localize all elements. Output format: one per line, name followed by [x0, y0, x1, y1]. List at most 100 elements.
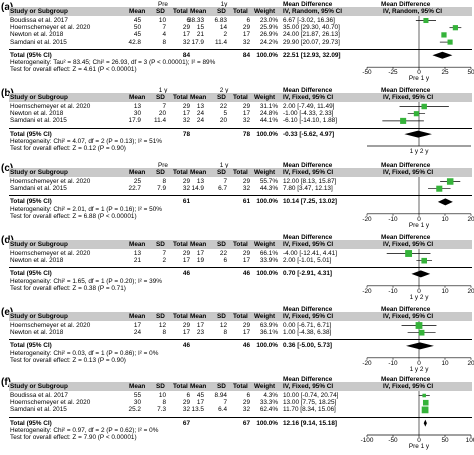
n2-cell: 32	[242, 406, 250, 414]
sd1-cell: 2	[162, 257, 166, 265]
ci-cell: 12.00 [8.13, 15.87]	[283, 178, 337, 185]
method-plot-header: IV, Fixed, 95% CI	[383, 169, 434, 176]
sd1-cell: 20	[158, 110, 166, 118]
sd1-cell: 10	[158, 17, 166, 24]
mean1-cell: 13	[133, 103, 141, 110]
total-n1: 84	[182, 51, 190, 59]
weight-cell: 24.8%	[259, 110, 278, 118]
x-tick-label: -10	[388, 215, 398, 223]
mean2-cell: 19	[196, 257, 204, 265]
ci-cell: 0.00 [-6.71, 6.71]	[283, 322, 332, 329]
heterogeneity-text: Heterogeneity: Chi² = 0.03, df = 1 (P = …	[10, 349, 159, 357]
sd2-header: SD	[217, 241, 226, 248]
mean1-cell: 25.2	[128, 406, 141, 414]
total-ci: 22.51 [12.93, 32.09]	[283, 51, 341, 59]
study-name: Hoernschemeyer et al. 2020	[10, 399, 91, 407]
sd2-cell: 14	[219, 24, 227, 32]
n2-cell: 29	[242, 250, 250, 257]
mean1-cell: 30	[133, 399, 141, 407]
sd2-header: SD	[217, 313, 226, 320]
n1-cell: 29	[182, 103, 190, 110]
weight-cell: 36.1%	[259, 329, 278, 337]
total-label: Total (95% CI)	[10, 198, 52, 206]
x-tick-label: 0	[417, 215, 421, 223]
sd1-header: SD	[156, 241, 165, 248]
pooled-effect-diamond	[432, 51, 453, 59]
mean1-header: Mean	[129, 241, 146, 248]
mean2-cell: 21	[196, 31, 204, 39]
n2-cell: 17	[242, 329, 250, 337]
ci-cell: 2.00 [-7.49, 11.49]	[283, 103, 335, 110]
group2-header: 1 y	[219, 162, 229, 169]
study-effect-marker	[436, 185, 443, 192]
total-label: Total (95% CI)	[10, 270, 52, 278]
mean-difference-header: Mean Difference	[283, 376, 333, 383]
total-ci: 0.36 [-5.00, 5.73]	[283, 342, 333, 350]
total-n2: 46	[242, 270, 250, 278]
weight-cell: 25.9%	[259, 24, 278, 32]
heterogeneity-text: Heterogeneity: Chi² = 4.07, df = 2 (P = …	[10, 137, 162, 145]
study-effect-marker	[415, 322, 423, 329]
n2-cell: 32	[242, 185, 250, 193]
n1-cell: 29	[182, 24, 190, 32]
mean-difference-header: Mean Difference	[283, 162, 333, 169]
total2-header: Total	[233, 241, 248, 248]
study-effect-marker	[400, 117, 407, 124]
sd2-cell: 11.4	[215, 38, 227, 46]
study-header: Study or Subgroup	[10, 169, 68, 176]
axis-caption: Pre 1 y	[408, 221, 430, 229]
x-tick-label: -20	[362, 359, 372, 367]
sd2-cell: 7	[223, 178, 227, 185]
x-tick-label: 25	[441, 69, 449, 77]
sd1-cell: 12	[158, 322, 166, 329]
mean2-header: Mean	[190, 241, 207, 248]
method-plot-header: IV, Fixed, 95% CI	[383, 383, 434, 390]
mean2-cell: 24	[196, 117, 204, 125]
pooled-effect-diamond	[423, 419, 427, 427]
mean2-header: Mean	[190, 169, 207, 176]
weight-header: Weight	[254, 8, 276, 15]
panel-label: (a)	[1, 2, 14, 13]
mean1-cell: 24	[133, 329, 141, 337]
sd1-cell: 8	[162, 399, 166, 407]
total2-header: Total	[233, 8, 248, 15]
mean1-header: Mean	[129, 313, 146, 320]
weight-cell: 33.3%	[259, 399, 278, 407]
weight-header: Weight	[254, 241, 276, 248]
sd2-cell: 2	[223, 31, 227, 39]
ci-cell: 35.00 [29.30, 40.70]	[283, 24, 340, 32]
total-ci: -0.33 [-5.62, 4.97]	[283, 130, 335, 138]
overall-effect-text: Test for overall effect: Z = 0.13 (P = 0…	[10, 356, 126, 364]
total-n2: 46	[242, 342, 250, 350]
sd2-cell: 6.7	[218, 185, 227, 193]
study-effect-marker	[421, 406, 429, 414]
x-tick-label: 20	[467, 215, 474, 223]
total-weight: 100.0%	[256, 130, 278, 138]
ci-cell: -1.00 [-4.33, 2.33]	[283, 110, 334, 118]
n1-cell: 6	[186, 392, 190, 399]
study-effect-marker	[421, 257, 428, 264]
weight-cell: 66.1%	[259, 250, 278, 257]
total2-header: Total	[233, 383, 248, 390]
method-header: IV, Fixed, 95% CI	[283, 169, 334, 176]
ci-cell: 7.80 [3.47, 12.13]	[283, 185, 333, 193]
n2-cell: 29	[242, 103, 250, 110]
mean2-cell: 15	[196, 24, 204, 32]
total1-header: Total	[173, 383, 188, 390]
x-tick-label: -50	[362, 69, 372, 77]
mean-difference-plot-header: Mean Difference	[381, 376, 431, 383]
weight-cell: 31.1%	[259, 103, 278, 110]
x-tick-label: 0	[417, 359, 421, 367]
ci-cell: 11.70 [8.34, 15.06]	[283, 406, 336, 414]
n2-cell: 6	[246, 392, 250, 399]
pooled-effect-diamond	[411, 270, 431, 278]
study-effect-marker	[423, 17, 429, 24]
total-label: Total (95% CI)	[10, 419, 52, 427]
overall-effect-text: Test for overall effect: Z = 4.61 (P < 0…	[10, 66, 137, 74]
heterogeneity-text: Heterogeneity: Chi² = 0.97, df = 2 (P = …	[10, 426, 159, 434]
x-tick-label: 0	[417, 69, 421, 77]
study-effect-marker	[421, 103, 427, 110]
ci-cell: 13.00 [7.75, 18.25]	[283, 399, 337, 407]
mean-difference-header: Mean Difference	[283, 234, 333, 241]
overall-effect-text: Test for overall effect: Z = 0.12 (P = 0…	[10, 145, 126, 152]
